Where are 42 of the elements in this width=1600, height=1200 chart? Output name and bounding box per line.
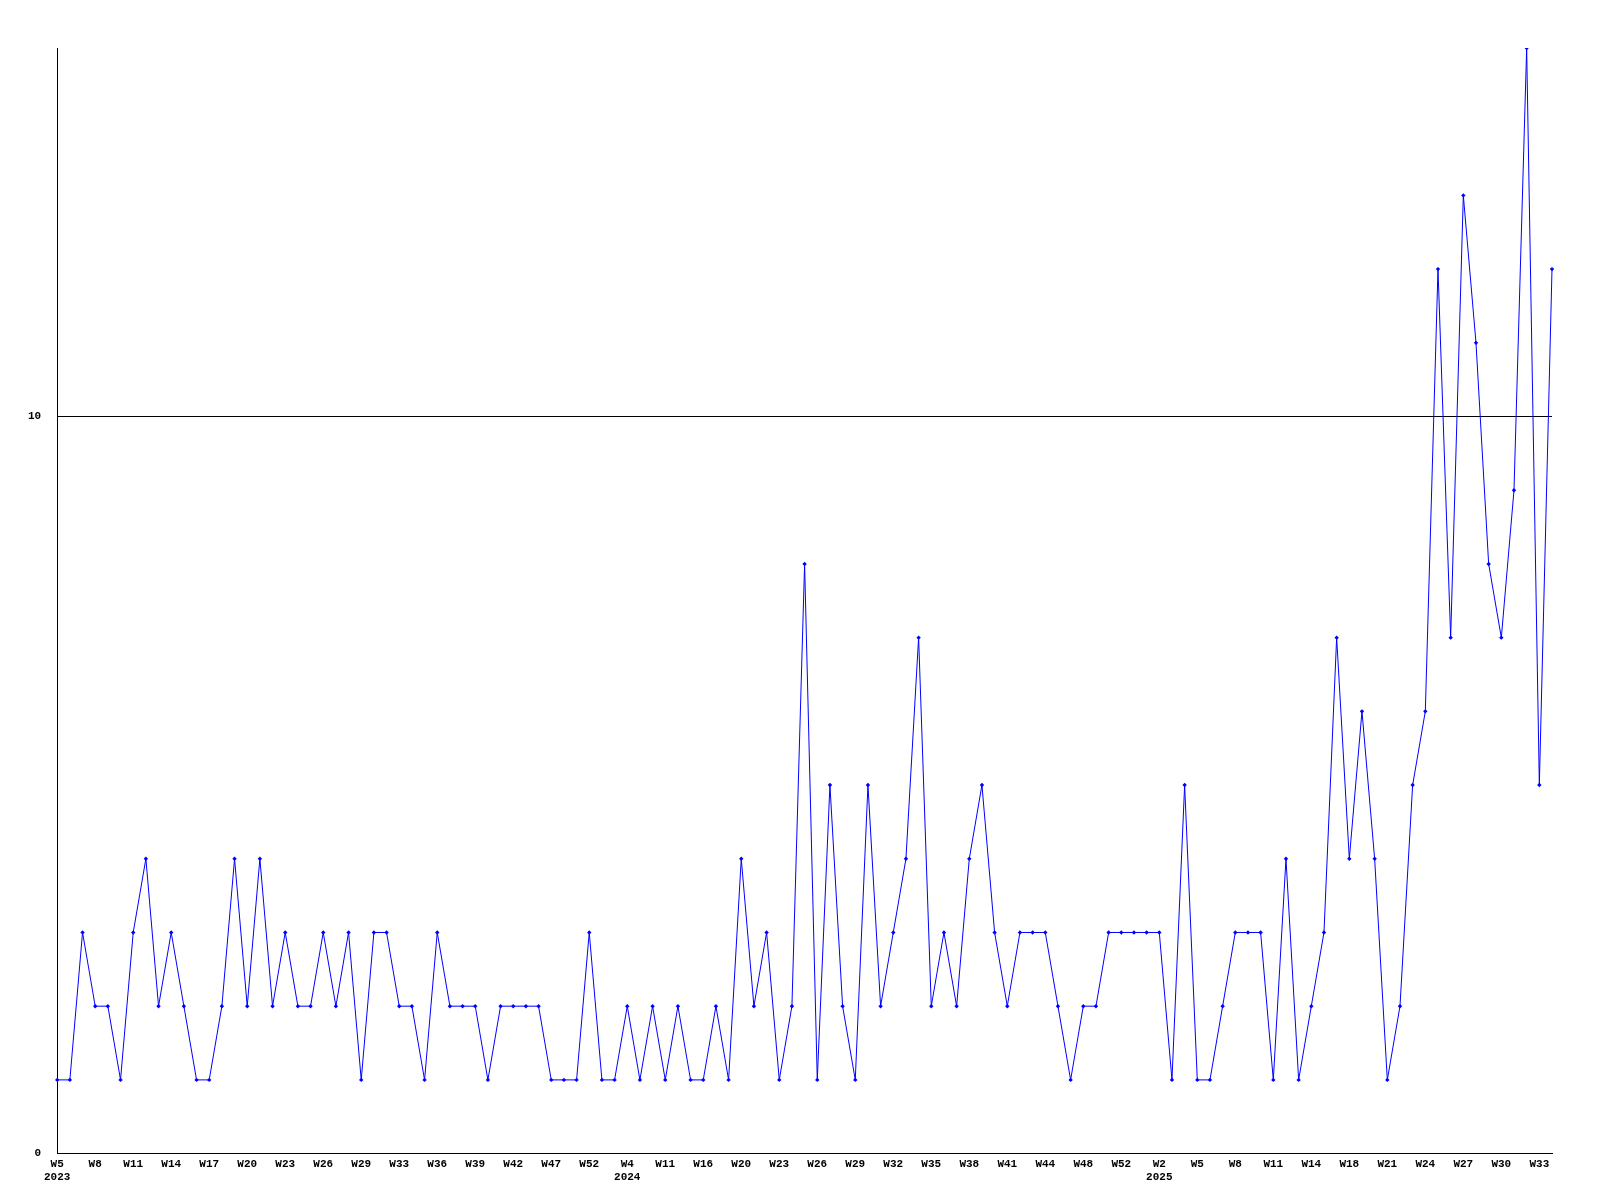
x-tick-label: W26 [313, 1157, 334, 1170]
y-tick-label: 10 [28, 410, 42, 423]
x-tick-label: W27 [1453, 1157, 1474, 1170]
x-tick-label: W44 [1035, 1157, 1056, 1170]
x-tick-label: W42 [503, 1157, 524, 1170]
x-tick-label: W38 [959, 1157, 980, 1170]
x-tick-label: W11 [123, 1157, 144, 1170]
x-tick-label: W18 [1339, 1157, 1360, 1170]
x-tick-label: W11 [1263, 1157, 1284, 1170]
x-tick-label: W8 [1228, 1157, 1243, 1170]
x-tick-label: W41 [997, 1157, 1018, 1170]
x-tick-label: W30 [1491, 1157, 1512, 1170]
x-tick-label: W33 [1529, 1157, 1550, 1170]
x-tick-label: W29 [351, 1157, 372, 1170]
x-tick-label: W35 [921, 1157, 942, 1170]
x-tick-label: W48 [1073, 1157, 1094, 1170]
x-tick-label: W52 [579, 1157, 600, 1170]
x-tick-label: W14 [1301, 1157, 1322, 1170]
x-tick-label: W33 [389, 1157, 410, 1170]
x-tick-label: W32 [883, 1157, 904, 1170]
x-tick-label: W4 2024 [614, 1157, 641, 1184]
x-tick-label: W20 [237, 1157, 258, 1170]
x-tick-label: W52 [1111, 1157, 1132, 1170]
x-tick-label: W26 [807, 1157, 828, 1170]
x-tick-label: W14 [161, 1157, 182, 1170]
x-tick-label: W17 [199, 1157, 220, 1170]
x-tick-label: W21 [1377, 1157, 1398, 1170]
x-tick-label: W8 [88, 1157, 103, 1170]
x-tick-label: W36 [427, 1157, 448, 1170]
x-tick-label: W5 [1190, 1157, 1205, 1170]
x-tick-label: W2 2025 [1146, 1157, 1173, 1184]
x-tick-label: W23 [769, 1157, 790, 1170]
x-tick-label: W16 [693, 1157, 714, 1170]
x-tick-label: W24 [1415, 1157, 1436, 1170]
x-tick-label: W39 [465, 1157, 486, 1170]
x-tick-label: W11 [655, 1157, 676, 1170]
x-tick-label: W5 2023 [44, 1157, 71, 1184]
x-tick-label: W23 [275, 1157, 296, 1170]
x-tick-label: W29 [845, 1157, 866, 1170]
y-tick-label: 0 [34, 1147, 42, 1160]
x-tick-label: W47 [541, 1157, 562, 1170]
x-tick-label: W20 [731, 1157, 752, 1170]
